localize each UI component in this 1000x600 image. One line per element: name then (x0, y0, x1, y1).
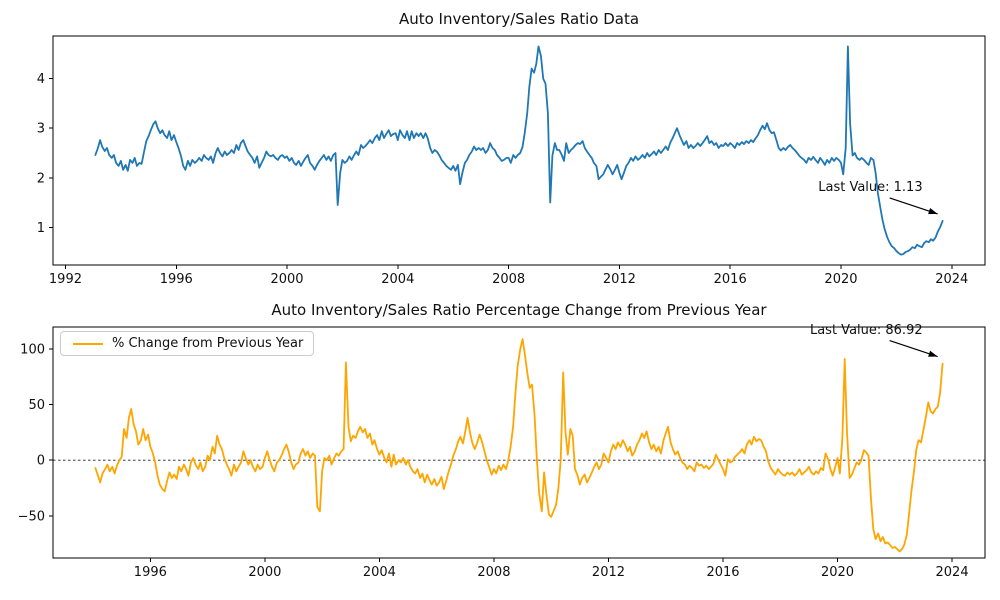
svg-text:2012: 2012 (603, 272, 636, 287)
svg-text:2016: 2016 (714, 272, 747, 287)
bottom-chart-title: Auto Inventory/Sales Ratio Percentage Ch… (271, 301, 767, 319)
legend-label: % Change from Previous Year (112, 336, 304, 351)
svg-text:2020: 2020 (821, 565, 854, 580)
top-chart-title: Auto Inventory/Sales Ratio Data (398, 10, 640, 28)
svg-text:2008: 2008 (492, 272, 525, 287)
svg-text:2016: 2016 (706, 565, 739, 580)
svg-text:2008: 2008 (477, 565, 510, 580)
svg-text:1: 1 (37, 221, 45, 236)
svg-text:2024: 2024 (936, 565, 969, 580)
legend-line-sample-icon (73, 342, 103, 345)
legend: % Change from Previous Year (60, 331, 315, 356)
svg-text:2012: 2012 (592, 565, 625, 580)
svg-text:2000: 2000 (270, 272, 303, 287)
svg-text:2020: 2020 (824, 272, 857, 287)
svg-text:2000: 2000 (248, 565, 281, 580)
svg-text:1996: 1996 (160, 272, 193, 287)
svg-text:1996: 1996 (134, 565, 167, 580)
svg-text:2: 2 (37, 171, 45, 186)
svg-text:0: 0 (37, 454, 45, 469)
last-value-annotation-top: Last Value: 1.13 (818, 179, 923, 195)
svg-text:1992: 1992 (49, 272, 82, 287)
svg-text:2004: 2004 (381, 272, 414, 287)
svg-text:4: 4 (37, 72, 45, 87)
svg-text:2024: 2024 (935, 272, 968, 287)
last-value-annotation-bottom: Last Value: 86.92 (809, 322, 923, 338)
svg-text:50: 50 (28, 398, 45, 413)
svg-text:−50: −50 (18, 509, 45, 524)
svg-text:3: 3 (37, 122, 45, 137)
svg-text:2004: 2004 (363, 565, 396, 580)
svg-text:100: 100 (20, 343, 45, 358)
